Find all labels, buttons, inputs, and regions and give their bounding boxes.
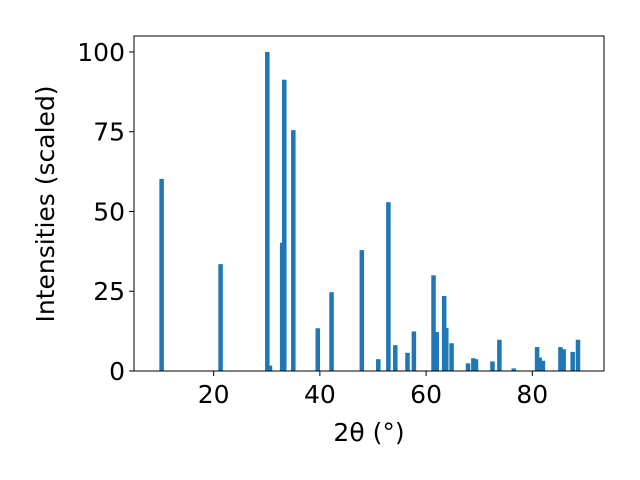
x-tick-label: 20 xyxy=(198,380,230,409)
bar xyxy=(267,365,273,371)
bar xyxy=(405,352,410,371)
y-axis: 0 25 50 75 100 xyxy=(77,38,134,386)
bar xyxy=(282,79,287,372)
y-tick-label: 100 xyxy=(77,38,125,67)
bar xyxy=(329,292,334,371)
bar xyxy=(444,327,449,371)
bar xyxy=(218,264,223,371)
x-tick-label: 40 xyxy=(304,380,336,409)
y-tick-label: 50 xyxy=(93,197,125,226)
bar xyxy=(449,343,454,371)
bar xyxy=(465,363,471,371)
x-tick-label: 60 xyxy=(410,380,442,409)
bar xyxy=(490,361,495,371)
bar xyxy=(534,347,540,371)
bar xyxy=(497,339,502,371)
bar xyxy=(537,357,542,371)
bar xyxy=(473,359,479,371)
x-axis: 20 40 60 80 xyxy=(198,371,548,409)
y-axis-label: Intensities (scaled) xyxy=(31,85,60,322)
bar xyxy=(434,332,439,371)
bar xyxy=(315,328,320,371)
bar xyxy=(511,368,516,371)
bar xyxy=(291,130,296,371)
plot-frame xyxy=(133,35,605,372)
bar xyxy=(265,51,270,371)
bar xyxy=(575,339,581,371)
bar xyxy=(471,358,476,371)
bar xyxy=(376,359,381,371)
x-axis-label: 2θ (°) xyxy=(333,418,404,447)
bar xyxy=(570,351,575,371)
bar xyxy=(411,331,417,371)
y-tick-label: 25 xyxy=(93,277,125,306)
y-tick-label: 0 xyxy=(109,357,125,386)
bar xyxy=(561,349,566,371)
bar xyxy=(386,202,391,371)
bars-group xyxy=(159,51,581,372)
bar xyxy=(359,250,365,371)
bar xyxy=(540,360,546,371)
x-tick-label: 80 xyxy=(516,380,548,409)
bar xyxy=(558,347,563,371)
bar xyxy=(159,178,164,371)
bar xyxy=(431,275,436,371)
bar xyxy=(393,345,398,371)
y-tick-label: 75 xyxy=(93,118,125,147)
